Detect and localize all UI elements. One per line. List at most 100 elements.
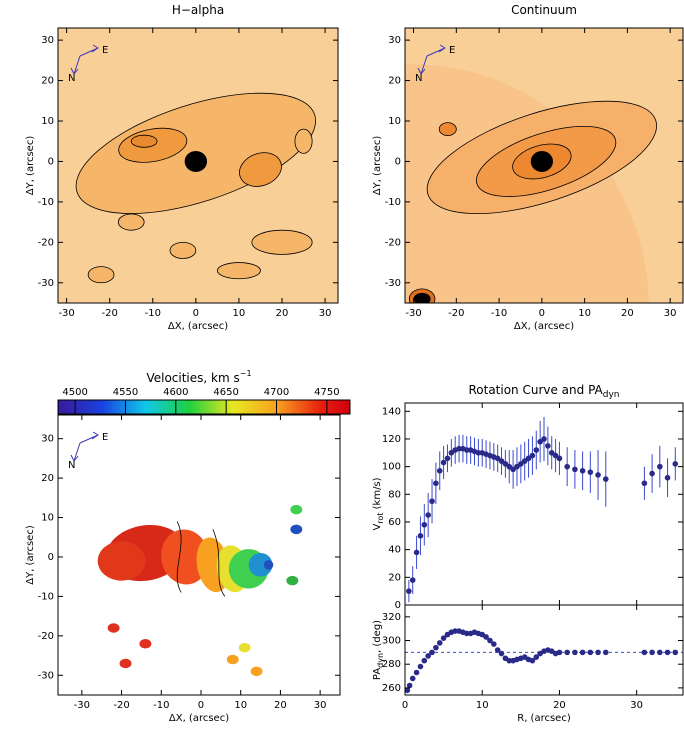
x-tick-label: -10 [491,308,507,319]
y-tick-label: 0 [395,600,401,611]
data-point [595,649,601,656]
colorbar-tick-label: 4600 [163,387,188,398]
data-point [602,476,609,482]
data-point [421,521,428,528]
data-point [572,466,578,473]
data-point [533,654,540,660]
image-layer [97,504,303,677]
image-feature [216,262,261,280]
x-tick-label: 20 [276,308,289,319]
x-tick-label: 10 [476,700,489,711]
data-point [425,512,431,518]
data-point [429,498,435,505]
y-tick-label: 20 [41,473,54,484]
image-feature [184,150,208,172]
data-point [425,653,431,659]
data-point [529,657,536,664]
image-feature [250,666,263,677]
data-point [541,436,547,442]
y-axis-label-part: rot [376,513,385,524]
y-tick-label: -30 [38,670,54,681]
y-tick-label: 300 [382,636,401,647]
data-point [521,458,528,464]
x-axis-label: ΔX, (arcsec) [169,713,229,724]
plot-frame [404,604,684,696]
y-tick-label: -10 [38,197,54,208]
image-feature [87,266,115,284]
data-point [494,455,501,462]
data-point [672,649,679,656]
image-layer [58,28,338,303]
image-feature [438,122,457,136]
x-tick-label: 0 [402,700,408,711]
image-feature [239,152,282,187]
y-axis-label: ΔY, (arcsec) [25,525,36,585]
data-point [421,657,428,664]
data-point [525,455,532,462]
plot-frame [57,414,341,696]
image-feature [294,128,313,154]
data-point [602,649,609,656]
data-point [533,447,540,453]
data-point [649,470,655,477]
image-feature [286,575,299,586]
data-point [406,682,413,689]
image-feature [169,241,197,259]
y-tick-label: 0 [48,552,54,563]
title-main: Continuum [511,3,577,17]
compass-east: E [102,45,108,56]
x-tick-label: 30 [314,700,327,711]
y-tick-label: 40 [388,545,401,556]
y-tick-label: 120 [382,434,401,445]
title-sub: dyn [603,390,620,400]
y-axis-label: ΔY, (arcsec) [372,136,383,196]
data-point [518,461,524,467]
x-axis-label: ΔX, (arcsec) [514,321,574,332]
chart-title: Rotation Curve and PAdyn [468,383,619,400]
data-point [545,443,551,449]
data-point [498,650,505,657]
y-tick-label: 80 [388,489,401,500]
data-point [649,649,655,656]
data-point [657,649,663,656]
data-point [417,663,424,670]
colorbar-tick-label: 4650 [213,387,238,398]
data-point [595,472,601,478]
y-axis-label-part: , (deg) [372,620,383,653]
x-tick-label: 0 [539,308,545,319]
image-feature [117,213,145,231]
y-tick-label: -30 [385,278,401,289]
y-tick-label: -20 [38,631,54,642]
image-feature [97,541,146,581]
y-tick-label: 20 [388,76,401,87]
chart-title: Continuum [511,3,577,17]
y-tick-label: -30 [38,278,54,289]
image-feature [251,229,313,255]
data-point [433,644,439,651]
x-tick-label: 30 [319,308,332,319]
data-point [483,634,489,640]
data-point [564,649,570,656]
y-tick-label: -20 [385,237,401,248]
compass-arrows [70,431,99,462]
y-tick-label: 0 [395,156,401,167]
image-layer [405,28,683,303]
y-axis-label: PAdyn, (deg) [372,620,385,680]
compass-arrows [70,44,99,75]
data-point [413,669,420,676]
y-tick-label: 100 [382,462,401,473]
x-tick-label: 10 [234,700,247,711]
compass-east: E [102,432,108,443]
x-tick-label: -10 [145,308,161,319]
data-point [413,549,420,556]
y-tick-label: 280 [382,659,401,670]
data-point [409,577,416,583]
y-tick-label: 10 [388,116,401,127]
y-axis-label-part: V [372,524,383,531]
data-point [436,640,443,646]
image-feature [263,560,274,570]
data-point [444,455,451,462]
x-axis-label: R, (arcsec) [517,713,571,724]
x-tick-label: -10 [153,700,169,711]
